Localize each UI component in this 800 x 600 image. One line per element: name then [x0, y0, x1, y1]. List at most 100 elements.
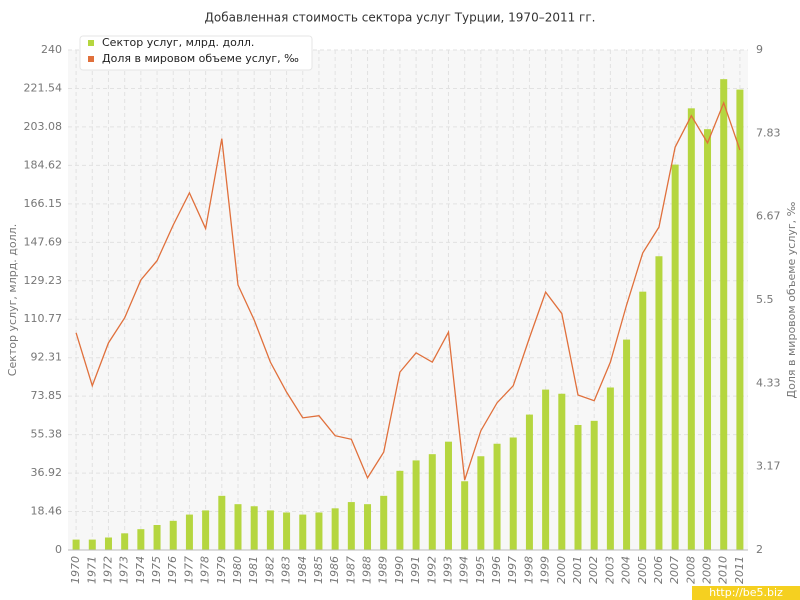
- x-tick-label: 1994: [458, 556, 471, 584]
- y-tick-label: 166.15: [24, 197, 63, 210]
- bar: [493, 443, 501, 550]
- marks: [72, 79, 744, 551]
- y-tick-label: 184.62: [24, 158, 63, 171]
- bar: [72, 539, 80, 550]
- x-tick-label: 1983: [280, 556, 293, 584]
- plot-area: [68, 50, 748, 550]
- y2-tick-label: 7.83: [756, 127, 781, 140]
- x-tick-label: 1977: [182, 556, 195, 584]
- bar: [509, 437, 517, 550]
- x-tick-label: 1978: [199, 556, 212, 584]
- y-tick-label: 240: [41, 43, 62, 56]
- bar: [671, 164, 679, 551]
- x-tick-label: 2006: [652, 556, 665, 584]
- x-tick-label: 1986: [328, 556, 341, 584]
- x-tick-label: 1971: [85, 556, 98, 584]
- x-tick-label: 1995: [474, 556, 487, 584]
- y2-tick-label: 6.67: [756, 209, 781, 222]
- legend-swatch: [88, 40, 94, 46]
- x-tick-label: 1972: [101, 556, 114, 584]
- x-tick-label: 1990: [393, 556, 406, 584]
- y-tick-label: 0: [55, 543, 62, 556]
- bar: [364, 504, 372, 550]
- legend: Сектор услуг, млрд. долл. Доля в мировом…: [79, 35, 313, 71]
- bar: [542, 389, 550, 550]
- bar: [623, 339, 631, 550]
- x-tick-label: 1976: [166, 556, 179, 584]
- bar: [266, 510, 274, 550]
- bar: [736, 89, 744, 550]
- x-tick-label: 1981: [247, 556, 260, 584]
- bar: [639, 291, 647, 550]
- x-tick-label: 2002: [587, 556, 600, 584]
- x-tick-label: 1987: [344, 556, 357, 584]
- x-tick-label: 1973: [118, 556, 131, 584]
- y2-tick-label: 9: [756, 43, 763, 56]
- y2-tick-label: 2: [756, 543, 763, 556]
- x-tick-label: 1984: [296, 556, 309, 584]
- x-tick-label: 1993: [441, 556, 454, 584]
- x-tick-label: 1998: [522, 556, 535, 584]
- bar: [412, 460, 420, 550]
- bar: [137, 529, 145, 550]
- y-axis-title: Сектор услуг, млрд. долл.: [6, 224, 19, 376]
- x-tick-label: 1970: [69, 556, 82, 584]
- bar: [250, 506, 258, 550]
- y-tick-label: 73.85: [31, 389, 63, 402]
- bar: [283, 512, 291, 550]
- y-tick-label: 221.54: [24, 81, 63, 94]
- y-tick-label: 110.77: [24, 312, 63, 325]
- y2-tick-label: 5.5: [756, 293, 774, 306]
- bar: [331, 508, 339, 550]
- x-tick-label: 1992: [425, 556, 438, 584]
- x-tick-label: 1996: [490, 556, 503, 584]
- x-tick-label: 2001: [571, 556, 584, 584]
- bar: [477, 456, 485, 550]
- x-tick-label: 2009: [701, 556, 714, 584]
- y2-tick-label: 4.33: [756, 377, 781, 390]
- bar: [169, 520, 177, 550]
- watermark: http://be5.biz: [709, 586, 783, 599]
- line: [75, 101, 741, 481]
- x-tick-label: 2010: [717, 556, 730, 584]
- x-tick-label: 2008: [684, 556, 697, 584]
- bar: [396, 470, 404, 550]
- bar: [380, 495, 388, 550]
- y2-axis-title: Доля в мировом объеме услуг, ‰: [785, 201, 798, 398]
- x-tick-label: 1975: [150, 556, 163, 584]
- bar: [218, 495, 226, 550]
- x-tick-label: 1982: [263, 556, 276, 584]
- legend-swatch: [88, 56, 94, 62]
- y-tick-label: 36.92: [31, 466, 63, 479]
- bar: [299, 514, 307, 550]
- x-tick-label: 1991: [409, 556, 422, 584]
- x-tick-label: 1974: [134, 556, 147, 584]
- bar: [444, 441, 452, 550]
- watermark-bg: [692, 586, 800, 600]
- legend-box: [79, 35, 313, 71]
- legend-label: Доля в мировом объеме услуг, ‰: [102, 52, 299, 65]
- bar: [121, 533, 129, 550]
- bar: [88, 539, 96, 550]
- bar: [428, 454, 436, 550]
- x-tick-label: 1997: [506, 556, 519, 584]
- bar: [461, 481, 469, 550]
- x-tick-label: 2000: [555, 556, 568, 584]
- bar: [202, 510, 210, 550]
- x-tick-label: 1988: [361, 556, 374, 584]
- legend-label: Сектор услуг, млрд. долл.: [102, 36, 254, 49]
- y-tick-label: 203.08: [24, 120, 63, 133]
- y-tick-label: 147.69: [24, 235, 63, 248]
- x-tick-label: 1985: [312, 556, 325, 584]
- chart-title: Добавленная стоимость сектора услуг Турц…: [205, 11, 596, 25]
- bar: [558, 393, 566, 550]
- bar: [185, 514, 193, 550]
- y-tick-label: 129.23: [24, 274, 63, 287]
- bar: [704, 129, 712, 550]
- bar: [590, 420, 598, 550]
- bar: [153, 525, 161, 550]
- y-tick-label: 18.46: [31, 505, 63, 518]
- y-tick-label: 55.38: [31, 428, 63, 441]
- bar: [347, 502, 355, 550]
